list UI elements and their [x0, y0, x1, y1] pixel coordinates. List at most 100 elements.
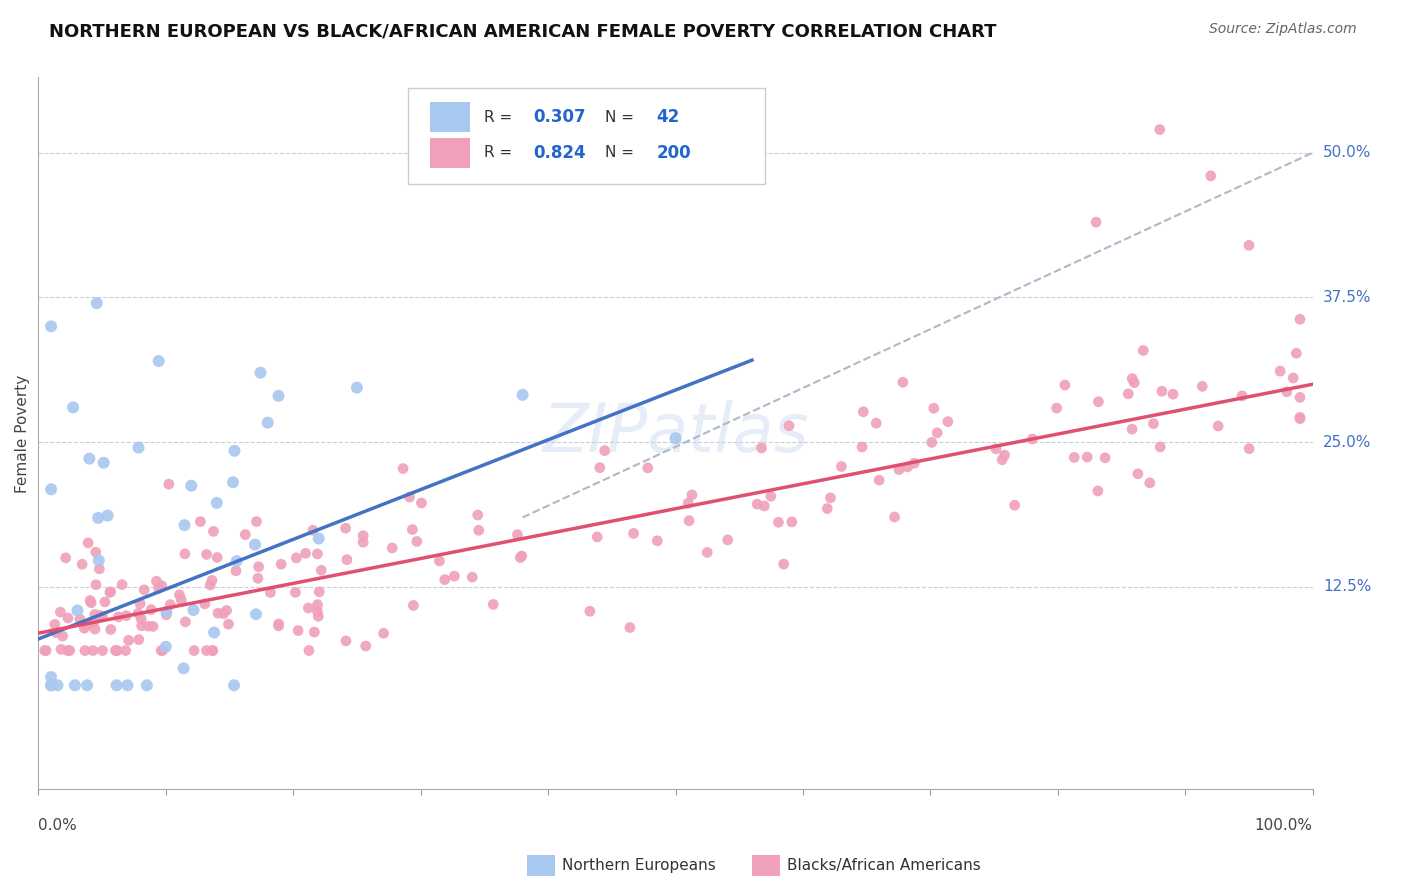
Point — [111, 577, 134, 591]
Point — [215, 603, 238, 617]
Point — [212, 607, 235, 621]
Point — [207, 606, 229, 620]
Point — [285, 550, 308, 565]
Point — [681, 488, 703, 502]
Point — [73, 643, 96, 657]
Point — [510, 549, 533, 563]
Point — [830, 459, 852, 474]
Point — [482, 598, 505, 612]
Point — [256, 416, 278, 430]
Point — [287, 624, 309, 638]
Point — [79, 593, 101, 607]
Point — [66, 603, 89, 617]
Point — [1268, 364, 1291, 378]
Point — [1206, 419, 1229, 434]
Point — [307, 609, 329, 624]
Point — [49, 605, 72, 619]
Text: N =: N = — [606, 145, 640, 161]
Point — [127, 607, 149, 621]
Point — [991, 452, 1014, 467]
Point — [222, 678, 245, 692]
Point — [202, 625, 225, 640]
Point — [936, 415, 959, 429]
Point — [1076, 450, 1098, 464]
Point — [896, 459, 918, 474]
Point — [1230, 389, 1253, 403]
Point — [148, 354, 170, 368]
Point — [39, 678, 62, 692]
Point — [307, 547, 329, 561]
Point — [311, 563, 333, 577]
Point — [114, 643, 136, 657]
Point — [579, 604, 602, 618]
Point — [84, 622, 107, 636]
Point — [218, 617, 240, 632]
Point — [247, 559, 270, 574]
Point — [134, 582, 156, 597]
Point — [623, 526, 645, 541]
Point — [63, 678, 86, 692]
Point — [1191, 379, 1213, 393]
Point — [883, 510, 905, 524]
Point — [754, 499, 776, 513]
Point — [772, 557, 794, 571]
Point — [335, 633, 357, 648]
Point — [83, 615, 105, 629]
Point — [233, 527, 256, 541]
Point — [105, 643, 128, 657]
Point — [352, 529, 374, 543]
Text: ZIPatlas: ZIPatlas — [543, 401, 808, 467]
Point — [267, 619, 290, 633]
Point — [86, 296, 108, 310]
Point — [129, 612, 152, 626]
Point — [105, 643, 128, 657]
Point — [1142, 417, 1164, 431]
Point — [1021, 432, 1043, 446]
FancyBboxPatch shape — [408, 88, 765, 185]
Point — [79, 451, 101, 466]
Point — [298, 643, 321, 657]
Point — [245, 515, 267, 529]
Point — [98, 585, 121, 599]
Point — [927, 425, 949, 440]
Point — [56, 611, 79, 625]
Point — [174, 615, 197, 629]
Point — [259, 585, 281, 599]
Point — [1126, 467, 1149, 481]
Text: N =: N = — [606, 110, 640, 125]
Point — [89, 562, 111, 576]
Bar — [430, 138, 471, 168]
Point — [76, 678, 98, 692]
Point — [922, 401, 945, 416]
Text: 37.5%: 37.5% — [1323, 290, 1371, 305]
Point — [381, 541, 404, 555]
Point — [201, 574, 224, 588]
Point — [174, 547, 197, 561]
Point — [1116, 386, 1139, 401]
Point — [222, 475, 245, 490]
Point — [593, 443, 616, 458]
Point — [993, 448, 1015, 462]
Point — [678, 514, 700, 528]
Point — [155, 605, 177, 619]
Text: 50.0%: 50.0% — [1323, 145, 1371, 161]
Point — [39, 678, 62, 692]
Point — [336, 552, 359, 566]
Point — [1237, 442, 1260, 456]
Point — [1149, 122, 1171, 136]
Point — [83, 607, 105, 622]
Point — [135, 678, 157, 692]
Point — [129, 597, 152, 611]
Point — [759, 489, 782, 503]
Point — [104, 643, 127, 657]
Point — [46, 678, 69, 692]
Text: NORTHERN EUROPEAN VS BLACK/AFRICAN AMERICAN FEMALE POVERTY CORRELATION CHART: NORTHERN EUROPEAN VS BLACK/AFRICAN AMERI… — [49, 22, 997, 40]
Point — [851, 440, 873, 454]
Point — [335, 521, 357, 535]
Point — [91, 609, 114, 624]
Text: 25.0%: 25.0% — [1323, 434, 1371, 450]
Point — [183, 603, 205, 617]
Point — [891, 376, 914, 390]
Point — [1004, 498, 1026, 512]
Point — [84, 545, 107, 559]
